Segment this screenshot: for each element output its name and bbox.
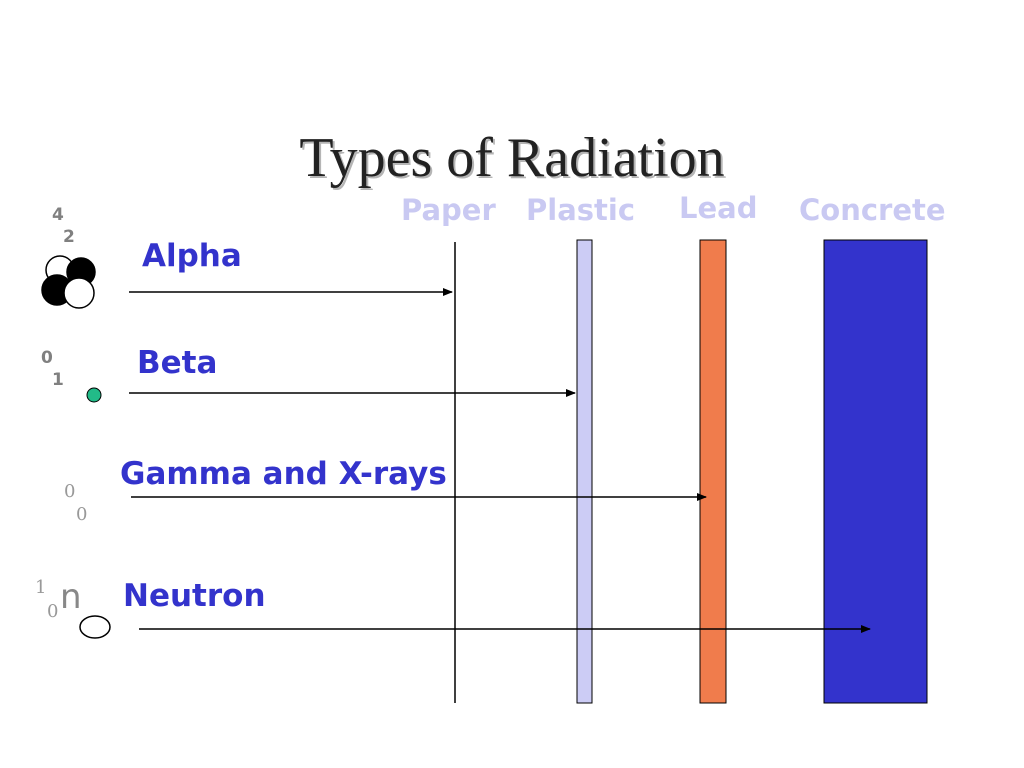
- neutron-particle-icon: [79, 615, 111, 639]
- beta-charge-number: 1: [52, 370, 64, 390]
- neutron-mass-number: 1: [35, 577, 47, 598]
- concrete-barrier: [823, 239, 928, 704]
- gamma-label: Gamma and X-rays: [120, 456, 447, 492]
- lead-label: Lead: [679, 191, 758, 225]
- neutron-charge-number: 0: [47, 601, 59, 622]
- plastic-barrier: [576, 239, 593, 704]
- beta-particle-icon: [86, 387, 102, 403]
- slide-title: Types of Radiation: [299, 127, 725, 189]
- paper-label: Paper: [401, 193, 496, 227]
- alpha-label: Alpha: [142, 238, 242, 274]
- concrete-label: Concrete: [799, 193, 946, 227]
- alpha-particle-icon: [41, 255, 96, 309]
- beta-label: Beta: [137, 345, 218, 381]
- plastic-label: Plastic: [526, 193, 636, 227]
- beta-mass-number: 0: [41, 348, 53, 368]
- gamma-mass-number: 0: [64, 481, 76, 502]
- alpha-charge-number: 2: [63, 227, 75, 247]
- lead-barrier: [699, 239, 727, 704]
- gamma-charge-number: 0: [76, 504, 88, 525]
- neutron-label: Neutron: [123, 578, 266, 614]
- alpha-mass-number: 4: [52, 205, 64, 225]
- neutron-symbol: n: [60, 577, 82, 617]
